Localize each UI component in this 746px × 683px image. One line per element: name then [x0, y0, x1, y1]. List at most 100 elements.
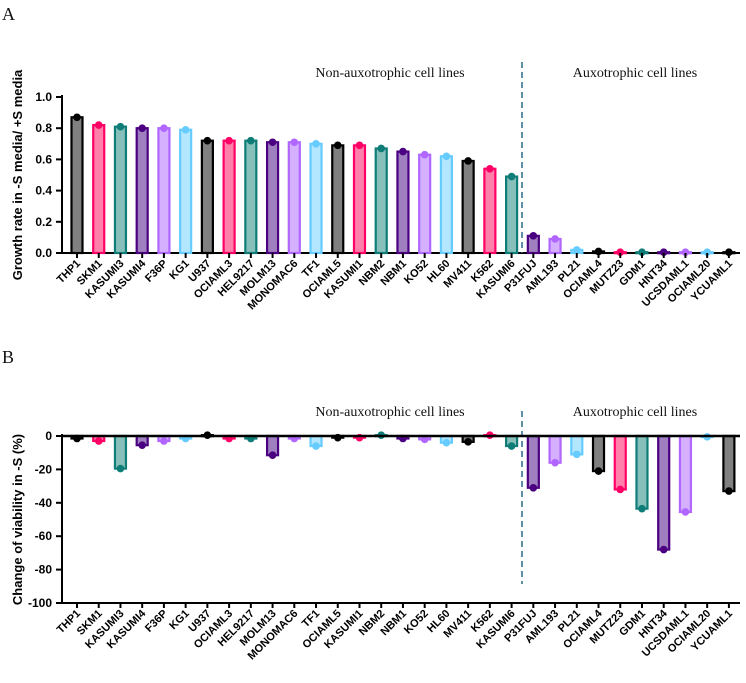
bar-ociaml5 — [331, 144, 345, 255]
group-label-non-auxotrophic: Non-auxotrophic cell lines — [315, 405, 464, 420]
y-axis-label: Growth rate in -S media/ +S media — [10, 69, 25, 280]
bar-mv411 — [461, 159, 475, 255]
data-point — [138, 441, 146, 449]
group-label-auxotrophic: Auxotrophic cell lines — [573, 405, 697, 420]
data-point — [725, 487, 733, 495]
y-tick-label: -60 — [35, 529, 53, 543]
bar-molm13 — [265, 141, 280, 255]
data-point — [420, 150, 429, 159]
group-label-non-auxotrophic: Non-auxotrophic cell lines — [315, 66, 464, 81]
x-tick-label: KO52 — [402, 258, 431, 287]
data-point — [464, 157, 472, 165]
data-point — [160, 124, 168, 132]
y-tick-label: -20 — [35, 462, 53, 476]
data-point — [681, 508, 690, 516]
data-point — [529, 483, 538, 492]
bar-k562 — [483, 167, 497, 255]
y-tick-label: 1.0 — [35, 90, 52, 104]
data-point — [442, 152, 451, 161]
bar-monomac6 — [287, 141, 301, 255]
y-tick-label: 0 — [45, 429, 52, 443]
data-point — [399, 147, 407, 156]
data-point — [94, 437, 103, 445]
data-point — [725, 248, 733, 257]
data-point — [116, 122, 125, 131]
data-point — [616, 485, 625, 494]
data-point — [268, 138, 277, 147]
bar-mutz23 — [613, 434, 627, 491]
bar-ko52 — [418, 153, 432, 255]
bar-p31fuj — [526, 434, 540, 489]
data-point — [290, 138, 299, 147]
bar-hnt34 — [657, 434, 671, 551]
bar-kasumi3 — [113, 125, 128, 255]
data-point — [572, 450, 581, 459]
data-point — [594, 247, 603, 256]
bar-thp1 — [70, 116, 84, 255]
data-point — [420, 435, 429, 444]
y-tick-label: 0.4 — [35, 184, 52, 198]
panel-label-b: B — [2, 347, 14, 367]
data-point — [268, 451, 277, 460]
data-point — [638, 504, 646, 513]
panel-label-a: A — [2, 4, 15, 24]
data-point — [333, 141, 342, 150]
bar-kasumi1 — [352, 144, 367, 255]
bar-kasumi4 — [135, 127, 149, 255]
y-tick-label: 0.6 — [35, 152, 52, 166]
data-point — [377, 144, 386, 153]
y-tick-label: 0.8 — [35, 121, 52, 135]
y-tick-label: 0.2 — [35, 215, 52, 229]
data-point — [638, 248, 646, 257]
x-tick-label: F36P — [143, 608, 170, 635]
group-label-auxotrophic: Auxotrophic cell lines — [573, 66, 697, 81]
data-point — [138, 124, 146, 132]
bar-f36p — [157, 127, 171, 255]
data-point — [659, 248, 668, 257]
data-point — [572, 246, 581, 254]
x-tick-label: F36P — [143, 258, 170, 285]
y-axis-label: Change of viability in -S (%) — [10, 434, 25, 605]
data-point — [681, 248, 690, 257]
data-point — [312, 140, 320, 148]
data-point — [551, 458, 559, 467]
data-point — [355, 141, 364, 150]
bar-ucsdaml1 — [678, 434, 693, 514]
data-point — [181, 125, 190, 134]
bar-kg1 — [179, 128, 193, 255]
data-point — [73, 113, 81, 122]
data-point — [551, 235, 559, 243]
data-point — [659, 545, 668, 554]
data-point — [529, 232, 538, 240]
bar-tf1 — [309, 142, 323, 255]
data-point — [703, 248, 711, 257]
bar-ociaml4 — [591, 434, 606, 473]
bar-aml193 — [548, 434, 562, 464]
bar-ycuaml1 — [722, 434, 736, 493]
data-point — [616, 248, 625, 257]
y-tick-label: -40 — [35, 496, 53, 510]
data-point — [225, 136, 233, 145]
bar-hl60 — [439, 155, 454, 255]
data-point — [594, 467, 603, 475]
data-point — [442, 438, 451, 447]
data-point — [160, 437, 168, 445]
data-point — [507, 172, 516, 181]
bar-ociaml3 — [222, 139, 236, 255]
bar-u937 — [200, 139, 214, 255]
bar-nbm2 — [374, 147, 388, 255]
data-point — [247, 136, 255, 145]
x-tick-label: KO52 — [402, 608, 431, 637]
data-point — [464, 438, 472, 446]
panel-a: 0.0 0.2 0.4 0.6 0.8 1.0 Growth rate in -S medi… — [10, 62, 740, 312]
data-point — [203, 136, 212, 145]
data-point — [94, 121, 103, 129]
bar-kasumi6 — [505, 175, 519, 255]
data-point — [312, 442, 320, 450]
bar-gdm1 — [635, 434, 649, 510]
y-tick-label: -80 — [35, 563, 53, 577]
bar-hel9217 — [244, 139, 258, 255]
data-point — [507, 442, 516, 450]
bar-kasumi3 — [113, 434, 128, 470]
